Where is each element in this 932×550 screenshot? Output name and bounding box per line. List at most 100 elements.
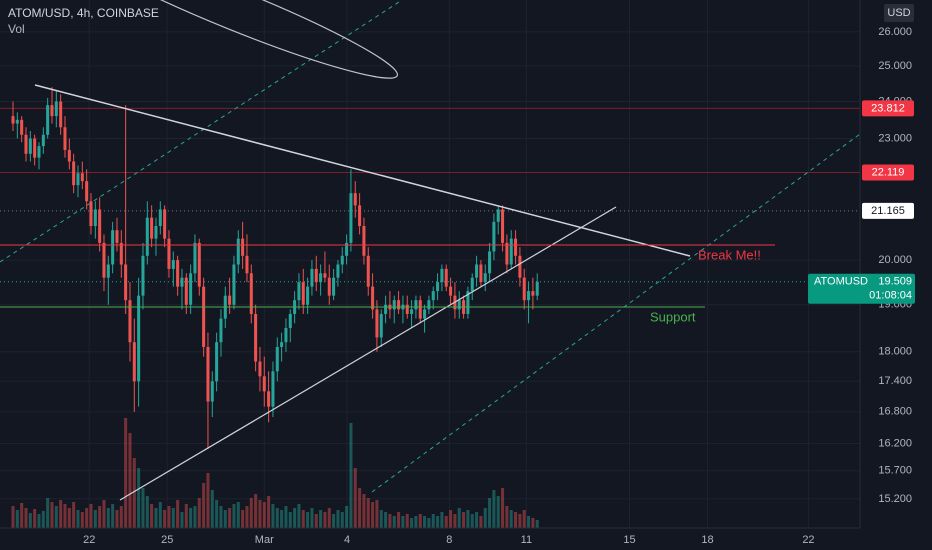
candle-body: [314, 268, 318, 283]
volume-bar: [189, 508, 193, 528]
volume-bar: [46, 498, 50, 528]
volume-bar: [418, 514, 422, 528]
candle-body: [280, 342, 284, 347]
candle-body: [63, 127, 67, 150]
volume-bar: [280, 510, 284, 528]
y-tick-label: 15.200: [878, 493, 912, 505]
candle-body: [301, 282, 305, 305]
volume-bar: [158, 502, 162, 528]
candle-body: [353, 193, 357, 206]
volume-bar: [301, 510, 305, 528]
y-tick-label: 16.200: [878, 437, 912, 449]
volume-bar: [475, 512, 479, 528]
volume-bar: [462, 512, 466, 528]
volume-bar: [531, 518, 535, 528]
volume-bar: [327, 508, 331, 528]
volume-bar: [119, 506, 123, 528]
volume-bar: [340, 512, 344, 528]
volume-bar: [431, 514, 435, 528]
candle-body: [349, 193, 353, 243]
candle-body: [423, 309, 427, 319]
candle-body: [522, 277, 526, 301]
volume-bar: [535, 520, 539, 528]
volume-bar: [137, 468, 141, 528]
volume-bar: [496, 496, 500, 528]
level-label: 23.812: [871, 102, 905, 114]
volume-bar: [72, 502, 76, 528]
volume-bar: [501, 488, 505, 528]
candle-body: [93, 209, 97, 227]
candle-body: [306, 286, 310, 305]
candle-body: [531, 291, 535, 296]
candle-body: [115, 230, 119, 243]
volume-bar: [449, 510, 453, 528]
candle-body: [297, 282, 301, 301]
candle-body: [219, 318, 223, 343]
volume-bar: [245, 506, 249, 528]
candle-body: [20, 119, 24, 135]
candle-body: [50, 105, 54, 117]
volume-bar: [154, 508, 158, 528]
candle-body: [206, 346, 210, 402]
volume-bar: [128, 433, 132, 528]
last-price-box: [808, 273, 915, 304]
candle-body: [466, 291, 470, 314]
volume-bar: [28, 513, 32, 528]
volume-bar: [336, 510, 340, 528]
candle-body: [85, 181, 89, 202]
volume-bar: [427, 518, 431, 528]
volume-bar: [358, 488, 362, 528]
candle-body: [397, 300, 401, 310]
y-tick-label: 15.700: [878, 465, 912, 477]
candle-body: [492, 221, 496, 252]
candle-body: [145, 217, 149, 256]
annotations: Break Me!! Support: [0, 244, 775, 324]
candle-body: [496, 209, 500, 222]
candle-body: [210, 381, 214, 402]
volume-bar: [288, 512, 292, 528]
candle-body: [141, 255, 145, 296]
volume-bar: [410, 518, 414, 528]
volume-bar: [141, 488, 145, 528]
x-tick-label: 22: [802, 534, 814, 546]
candle-body: [479, 264, 483, 283]
candles: [11, 87, 539, 449]
volume-bar: [93, 510, 97, 528]
last-price-label: 19.509: [878, 276, 912, 288]
level-label: 22.119: [872, 166, 905, 178]
candle-body: [440, 268, 444, 283]
volume-bar: [384, 512, 388, 528]
candle-body: [475, 264, 479, 278]
candle-body: [171, 260, 175, 269]
volume-bar: [232, 504, 236, 528]
candle-body: [80, 173, 84, 182]
chart-title: ATOM/USD, 4h, COINBASE: [8, 6, 159, 20]
candle-body: [137, 295, 141, 382]
ellipse-drawing: [71, 0, 399, 79]
volume-bar: [115, 510, 119, 528]
candle-body: [28, 138, 32, 154]
candle-body: [72, 161, 76, 186]
candle-body: [444, 268, 448, 287]
level-label-box: [862, 202, 914, 219]
candle-body: [189, 273, 193, 305]
currency-button[interactable]: [884, 4, 914, 22]
candle-body: [379, 313, 383, 338]
candle-body: [288, 313, 292, 328]
volume-bar: [111, 504, 115, 528]
x-tick-label: 11: [521, 534, 532, 546]
candle-body: [67, 149, 71, 162]
volume-bar: [184, 504, 188, 528]
candle-body: [232, 264, 236, 305]
volume-bar: [262, 502, 266, 528]
volume-bar: [41, 511, 45, 528]
candle-body: [262, 376, 266, 392]
volume-bar: [85, 508, 89, 528]
y-tick-label: 18.000: [878, 346, 912, 358]
currency[interactable]: USD: [887, 7, 910, 19]
candle-body: [46, 105, 50, 135]
volume-bar: [466, 510, 470, 528]
volume-bar: [197, 498, 201, 528]
volume-bar: [20, 503, 24, 528]
